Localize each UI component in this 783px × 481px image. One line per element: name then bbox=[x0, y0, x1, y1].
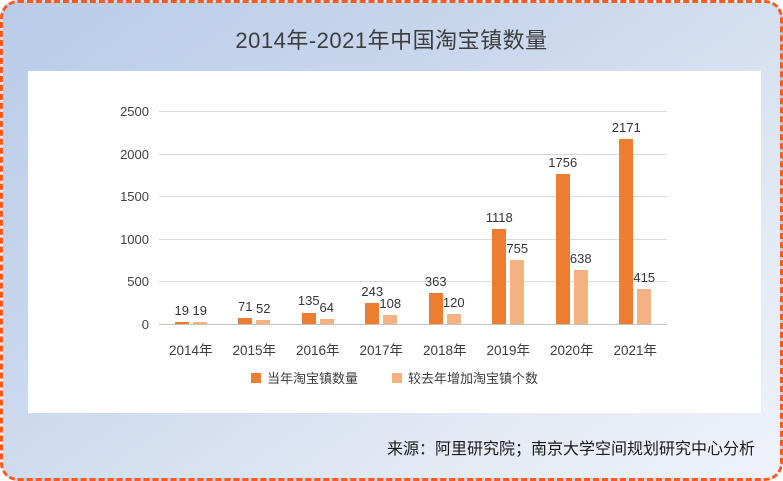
bar-group: 19 19 bbox=[159, 111, 223, 324]
value-label: 52 bbox=[256, 300, 271, 316]
bar-group: 71 52 bbox=[223, 111, 287, 324]
value-label: 64 bbox=[319, 299, 334, 315]
value-label: 19 bbox=[174, 303, 189, 319]
value-label: 638 bbox=[569, 250, 592, 266]
x-tick-label: 2021年 bbox=[613, 343, 658, 358]
bar-较去年增加淘宝镇个数-2014年 bbox=[192, 322, 207, 324]
legend-swatch bbox=[392, 372, 402, 383]
bar-当年淘宝镇数量-2017年 bbox=[365, 303, 380, 324]
legend-label: 当年淘宝镇数量 bbox=[266, 371, 358, 386]
y-tick-label: 2000 bbox=[120, 147, 149, 162]
y-tick-label: 500 bbox=[127, 274, 149, 289]
value-label: 120 bbox=[442, 294, 465, 310]
gridline bbox=[159, 281, 667, 282]
x-tick-label: 2017年 bbox=[359, 343, 404, 358]
x-tick-label: 2014年 bbox=[168, 343, 213, 358]
value-label: 363 bbox=[424, 274, 447, 290]
gridline bbox=[159, 196, 667, 197]
x-tick-label: 2020年 bbox=[549, 343, 594, 358]
bar-当年淘宝镇数量-2021年 bbox=[619, 139, 634, 324]
legend-label: 较去年增加淘宝镇个数 bbox=[408, 371, 539, 386]
bar-较去年增加淘宝镇个数-2017年 bbox=[383, 314, 398, 324]
bar-较去年增加淘宝镇个数-2019年 bbox=[510, 259, 525, 324]
bar-较去年增加淘宝镇个数-2015年 bbox=[256, 319, 271, 324]
bar-当年淘宝镇数量-2019年 bbox=[492, 228, 507, 324]
bar-当年淘宝镇数量-2015年 bbox=[238, 317, 253, 324]
bar-较去年增加淘宝镇个数-2016年 bbox=[319, 318, 334, 324]
chart-panel: 0 500 1000 1500 2000 2500 19 19 71 52 135 64 243 108… bbox=[28, 71, 761, 413]
x-tick-label: 2016年 bbox=[295, 343, 340, 358]
value-label: 108 bbox=[379, 295, 402, 311]
value-label: 135 bbox=[297, 293, 320, 309]
x-tick-label: 2019年 bbox=[486, 343, 531, 358]
bar-当年淘宝镇数量-2014年 bbox=[174, 322, 189, 324]
bar-group: 243 108 bbox=[350, 111, 414, 324]
bar-当年淘宝镇数量-2020年 bbox=[555, 174, 570, 324]
bar-较去年增加淘宝镇个数-2021年 bbox=[637, 288, 652, 324]
gridline bbox=[159, 239, 667, 240]
legend: 当年淘宝镇数量 较去年增加淘宝镇个数 bbox=[28, 368, 761, 387]
bar-group: 2171 415 bbox=[604, 111, 668, 324]
bar-当年淘宝镇数量-2018年 bbox=[428, 293, 443, 324]
y-tick-label: 2500 bbox=[120, 104, 149, 119]
gridline bbox=[159, 111, 667, 112]
value-label: 71 bbox=[238, 298, 253, 314]
value-label: 415 bbox=[633, 269, 656, 285]
y-tick-label: 1500 bbox=[120, 189, 149, 204]
bar-当年淘宝镇数量-2016年 bbox=[301, 312, 316, 324]
value-label: 755 bbox=[506, 240, 529, 256]
x-tick-label: 2018年 bbox=[422, 343, 467, 358]
x-axis-baseline bbox=[159, 324, 667, 325]
x-tick-label: 2015年 bbox=[232, 343, 277, 358]
bar-group: 1756 638 bbox=[540, 111, 604, 324]
legend-swatch bbox=[250, 372, 261, 383]
legend-item: 较去年增加淘宝镇个数 bbox=[392, 368, 538, 387]
value-label: 243 bbox=[361, 284, 384, 300]
gridline bbox=[159, 154, 667, 155]
source-note: 来源：阿里研究院；南京大学空间规划研究中心分析 bbox=[386, 441, 755, 458]
legend-item: 当年淘宝镇数量 bbox=[250, 368, 358, 387]
bar-group: 135 64 bbox=[286, 111, 350, 324]
chart-title: 2014年-2021年中国淘宝镇数量 bbox=[235, 28, 548, 53]
value-label: 1756 bbox=[548, 155, 578, 171]
y-tick-label: 0 bbox=[141, 317, 149, 332]
bar-group: 1118 755 bbox=[477, 111, 541, 324]
bar-较去年增加淘宝镇个数-2018年 bbox=[446, 313, 461, 324]
value-label: 2171 bbox=[611, 120, 641, 136]
y-tick-label: 1000 bbox=[120, 232, 149, 247]
bar-group: 363 120 bbox=[413, 111, 477, 324]
value-label: 19 bbox=[192, 303, 207, 319]
bar-较去年增加淘宝镇个数-2020年 bbox=[573, 269, 588, 324]
value-label: 1118 bbox=[485, 209, 513, 225]
